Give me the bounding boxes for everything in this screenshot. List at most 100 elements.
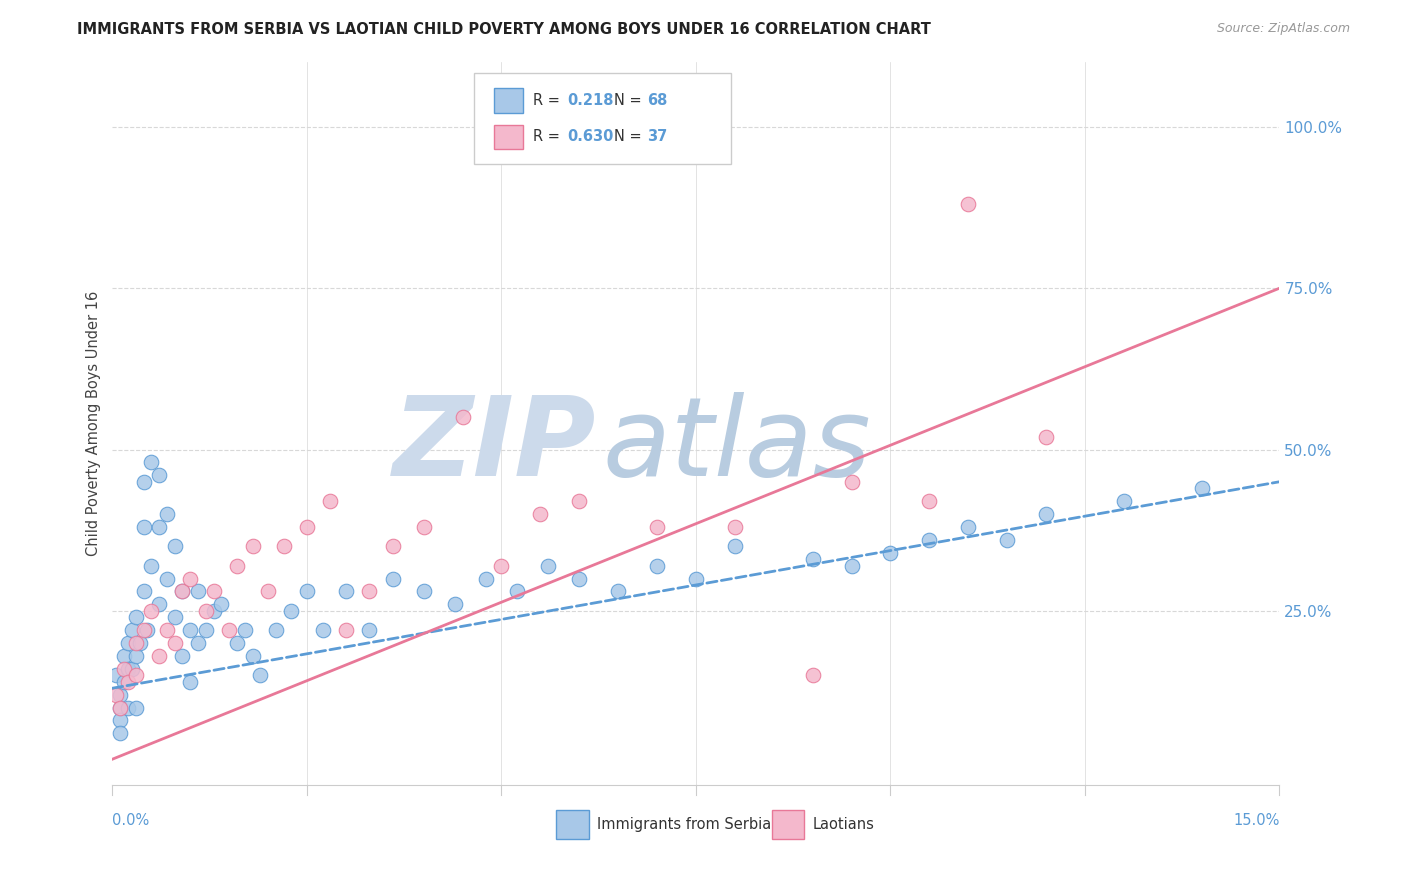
Point [117, 636, 139, 650]
Point [412, 520, 434, 534]
Point [112, 662, 135, 676]
Point [685, 572, 707, 586]
Point [264, 623, 287, 637]
Point [148, 520, 170, 534]
Point [202, 604, 225, 618]
Point [295, 584, 318, 599]
Point [1112, 494, 1135, 508]
Point [957, 520, 980, 534]
Point [879, 546, 901, 560]
Point [156, 572, 179, 586]
Point [121, 623, 143, 637]
Point [335, 584, 357, 599]
Point [117, 700, 139, 714]
Point [132, 584, 155, 599]
Point [136, 623, 159, 637]
Point [841, 558, 863, 573]
Point [801, 552, 824, 566]
Text: 15.0%: 15.0% [1233, 813, 1279, 828]
Point [537, 558, 560, 573]
Point [110, 700, 132, 714]
Point [163, 539, 186, 553]
Point [233, 623, 256, 637]
Point [110, 688, 132, 702]
Point [128, 636, 150, 650]
Point [319, 494, 342, 508]
Point [110, 714, 132, 728]
FancyBboxPatch shape [772, 810, 804, 839]
Point [179, 572, 201, 586]
Text: atlas: atlas [603, 392, 872, 499]
Point [125, 636, 148, 650]
Point [141, 604, 163, 618]
Point [132, 520, 155, 534]
Point [645, 558, 668, 573]
Point [163, 636, 186, 650]
Text: R =: R = [533, 129, 564, 145]
Point [148, 648, 170, 663]
FancyBboxPatch shape [474, 73, 731, 163]
Point [105, 668, 128, 682]
Point [209, 598, 232, 612]
Point [117, 674, 139, 689]
Point [121, 662, 143, 676]
Point [148, 598, 170, 612]
Point [179, 674, 201, 689]
Point [359, 623, 381, 637]
Text: 0.630: 0.630 [568, 129, 614, 145]
Point [226, 636, 249, 650]
Point [110, 700, 132, 714]
Text: Source: ZipAtlas.com: Source: ZipAtlas.com [1216, 22, 1350, 36]
Text: 0.218: 0.218 [568, 94, 614, 108]
Point [957, 197, 980, 211]
Point [724, 539, 747, 553]
Point [801, 668, 824, 682]
Point [918, 533, 941, 547]
Point [226, 558, 249, 573]
Point [412, 584, 434, 599]
Point [194, 623, 217, 637]
FancyBboxPatch shape [494, 88, 523, 113]
Point [280, 604, 302, 618]
Point [110, 726, 132, 740]
Point [381, 572, 404, 586]
Point [125, 668, 148, 682]
Text: Laotians: Laotians [813, 817, 875, 832]
Point [202, 584, 225, 599]
Point [475, 572, 498, 586]
Text: N =: N = [614, 94, 647, 108]
Point [724, 520, 747, 534]
Text: Immigrants from Serbia: Immigrants from Serbia [596, 817, 770, 832]
Point [117, 662, 139, 676]
Point [311, 623, 333, 637]
Text: 37: 37 [647, 129, 668, 145]
Point [163, 610, 186, 624]
FancyBboxPatch shape [555, 810, 589, 839]
Point [194, 604, 217, 618]
Point [172, 584, 194, 599]
Point [172, 584, 194, 599]
Point [1035, 429, 1057, 443]
Point [645, 520, 668, 534]
Text: 0.0%: 0.0% [112, 813, 149, 828]
Text: 68: 68 [647, 94, 668, 108]
FancyBboxPatch shape [494, 125, 523, 149]
Y-axis label: Child Poverty Among Boys Under 16: Child Poverty Among Boys Under 16 [86, 291, 101, 557]
Point [187, 584, 209, 599]
Point [529, 507, 551, 521]
Point [607, 584, 630, 599]
Point [1035, 507, 1057, 521]
Point [125, 648, 148, 663]
Point [295, 520, 318, 534]
Point [125, 610, 148, 624]
Point [242, 648, 264, 663]
Point [506, 584, 529, 599]
Point [257, 584, 280, 599]
Point [141, 455, 163, 469]
Point [568, 572, 591, 586]
Point [156, 507, 179, 521]
Text: R =: R = [533, 94, 564, 108]
Point [335, 623, 357, 637]
Point [568, 494, 591, 508]
Point [381, 539, 404, 553]
